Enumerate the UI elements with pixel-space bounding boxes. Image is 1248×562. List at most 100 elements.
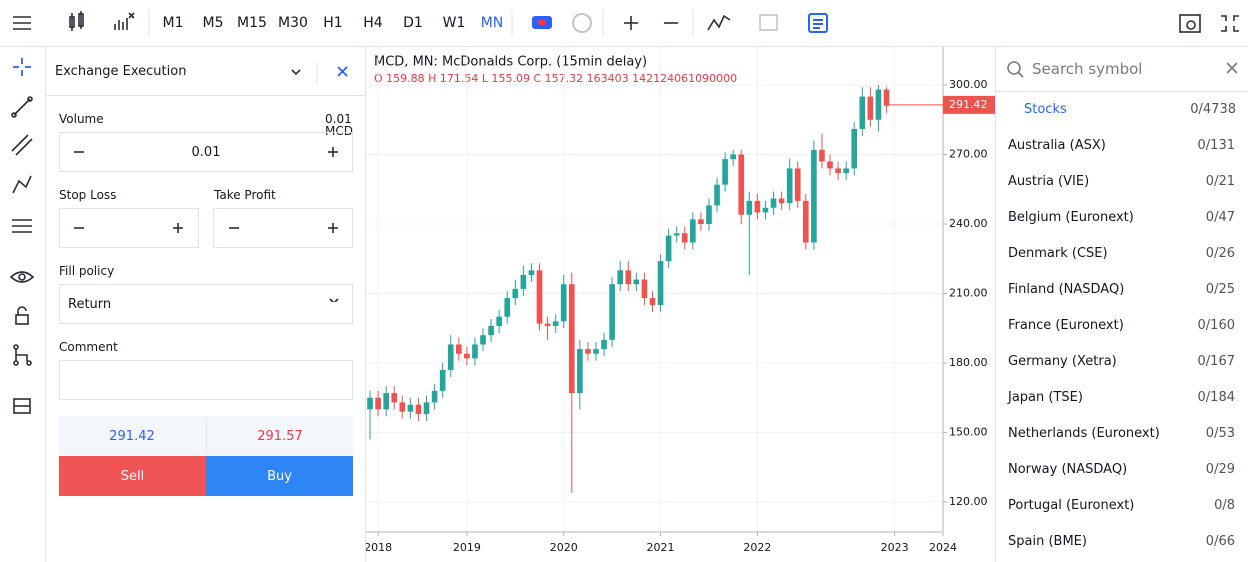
sell-button[interactable]: Sell [59, 456, 206, 496]
symbol-group[interactable]: Finland (NASDAQ) [1008, 282, 1125, 297]
toolbar-icons [13, 10, 1239, 37]
candle-body [665, 235, 672, 262]
symbol-group[interactable]: Belgium (Euronext) [1008, 210, 1134, 225]
candle-body [867, 96, 874, 120]
timeframe-button[interactable]: M15 [237, 15, 267, 31]
tool-icons[interactable] [0, 47, 46, 562]
candle-body [577, 349, 583, 394]
timeframe-button[interactable]: W1 [442, 15, 466, 31]
search-icons[interactable] [1004, 59, 1248, 83]
search-input[interactable]: Search symbol [1032, 60, 1143, 78]
buy-button[interactable]: Buy [206, 456, 353, 496]
candle-body [883, 89, 890, 106]
volume-hint: 0.01 MCD [325, 112, 354, 138]
chart: MCD, MN: McDonalds Corp. (15min delay) O… [366, 47, 995, 554]
stop-loss-input[interactable] [59, 208, 199, 248]
candle-body [625, 270, 632, 285]
candle-body [641, 279, 648, 299]
comment-input[interactable] [59, 360, 353, 400]
bid-price: 291.42 [109, 429, 155, 444]
group-name[interactable]: Stocks [1024, 102, 1067, 117]
candle-body [778, 198, 785, 204]
volume-value[interactable]: 0.01 [191, 145, 221, 160]
candle-body [375, 397, 381, 410]
symbol-count: 0/29 [1205, 462, 1235, 477]
candle-body [544, 323, 551, 326]
candle-body [714, 184, 720, 206]
y-tick-label: 240.00 [949, 217, 988, 230]
candle-body [488, 325, 494, 336]
volume-label: Volume [59, 112, 104, 126]
candle-body [681, 233, 688, 243]
y-tick-label: 120.00 [949, 495, 988, 508]
candle-body [633, 279, 640, 285]
candle-body [520, 274, 527, 289]
x-tick-label: 2018 [366, 541, 392, 554]
x-tick-label: 2024 [929, 541, 957, 554]
symbol-count: 0/8 [1214, 498, 1235, 513]
candle-body [722, 159, 728, 185]
candle-body [552, 321, 559, 326]
candle-body [835, 168, 841, 174]
timeframe-button[interactable]: M5 [202, 15, 224, 31]
fill-policy-value[interactable]: Return [68, 297, 112, 312]
candle-body [770, 198, 777, 208]
symbol-group[interactable]: Spain (BME) [1008, 534, 1087, 549]
candle-body [496, 316, 502, 326]
timeframe-button[interactable]: M1 [162, 15, 184, 31]
symbol-count: 0/160 [1197, 318, 1235, 333]
candle-body [455, 344, 462, 354]
symbol-count: 0/184 [1197, 390, 1235, 405]
order-type[interactable]: Exchange Execution [55, 64, 187, 79]
candle-body [536, 270, 543, 324]
order-header [46, 47, 365, 96]
y-tick-label: 150.00 [949, 426, 988, 439]
symbol-group[interactable]: Netherlands (Euronext) [1008, 426, 1160, 441]
candle-body [875, 89, 882, 120]
symbol-group[interactable]: Portugal (Euronext) [1008, 498, 1135, 513]
ohlc-legend: O 159.88 H 171.54 L 155.09 C 157.32 1634… [374, 72, 737, 85]
candle-body [367, 397, 373, 410]
candle-body [851, 129, 858, 169]
symbol-count: 0/47 [1205, 210, 1235, 225]
symbol-group[interactable]: Australia (ASX) [1008, 138, 1106, 153]
candle-body [439, 369, 446, 391]
candle-body [431, 390, 438, 403]
timeframe-button[interactable]: H1 [323, 15, 343, 31]
candle-body [423, 402, 430, 414]
candle-body [560, 284, 567, 322]
header-icons[interactable] [284, 63, 364, 83]
symbol-count: 0/131 [1197, 138, 1235, 153]
symbol-group[interactable]: Denmark (CSE) [1008, 246, 1108, 261]
candle-body [819, 149, 825, 162]
symbol-group[interactable]: France (Euronext) [1008, 318, 1124, 333]
volume-input[interactable] [59, 132, 353, 172]
take-profit-input[interactable] [213, 208, 353, 248]
search-divider [996, 91, 1248, 92]
price-divider [206, 422, 207, 450]
candle-body [601, 339, 607, 350]
timeframe-button[interactable]: MN [480, 15, 504, 31]
symbol-group[interactable]: Germany (Xetra) [1008, 354, 1117, 369]
input-icons[interactable] [46, 132, 366, 302]
timeframe-button[interactable]: M30 [278, 15, 308, 31]
symbol-group[interactable]: Japan (TSE) [1008, 390, 1083, 405]
x-tick-label: 2023 [881, 541, 909, 554]
candle-body [528, 270, 535, 275]
candle-body [673, 233, 680, 236]
symbol-count: 0/167 [1197, 354, 1235, 369]
order-panel: Exchange Execution Volume 0.01 MCD 0.01 … [46, 47, 366, 562]
candle-body [843, 168, 849, 174]
symbol-count: 0/25 [1205, 282, 1235, 297]
symbol-group[interactable]: Norway (NASDAQ) [1008, 462, 1128, 477]
take-profit-label: Take Profit [214, 188, 276, 202]
fill-policy-select[interactable] [59, 284, 353, 324]
candle-body [391, 393, 398, 403]
timeframe-button[interactable]: D1 [403, 15, 423, 31]
candle-body [593, 349, 599, 354]
symbol-count: 0/26 [1205, 246, 1235, 261]
symbol-group[interactable]: Austria (VIE) [1008, 174, 1090, 189]
y-tick-label: 270.00 [949, 148, 988, 161]
timeframe-button[interactable]: H4 [363, 15, 383, 31]
